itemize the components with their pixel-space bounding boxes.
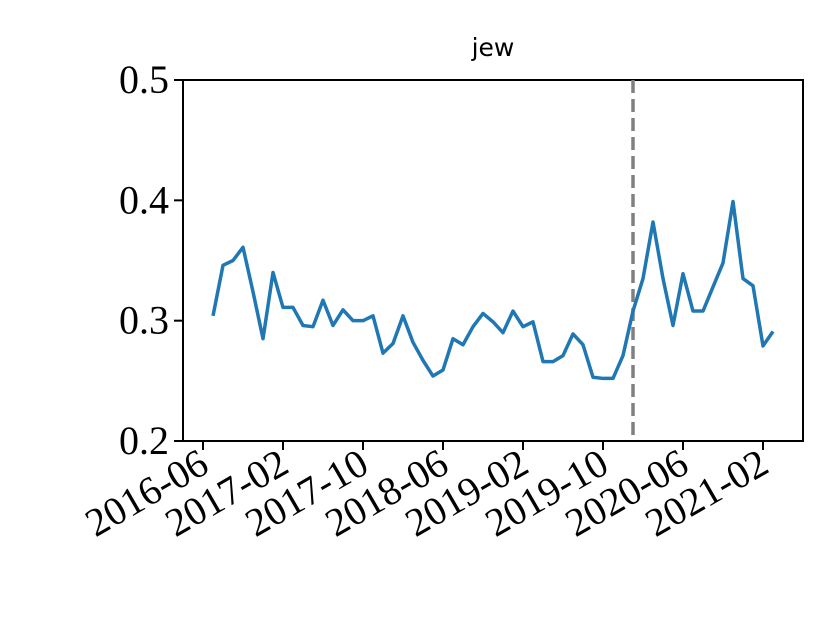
chart-title: jew	[471, 33, 515, 62]
y-tick-label: 0.4	[119, 177, 169, 222]
y-tick-label: 0.3	[119, 298, 169, 343]
y-tick-label: 0.5	[119, 57, 169, 102]
plot-frame	[182, 79, 804, 442]
y-tick-label: 0.2	[119, 418, 169, 463]
data-line	[211, 199, 775, 381]
